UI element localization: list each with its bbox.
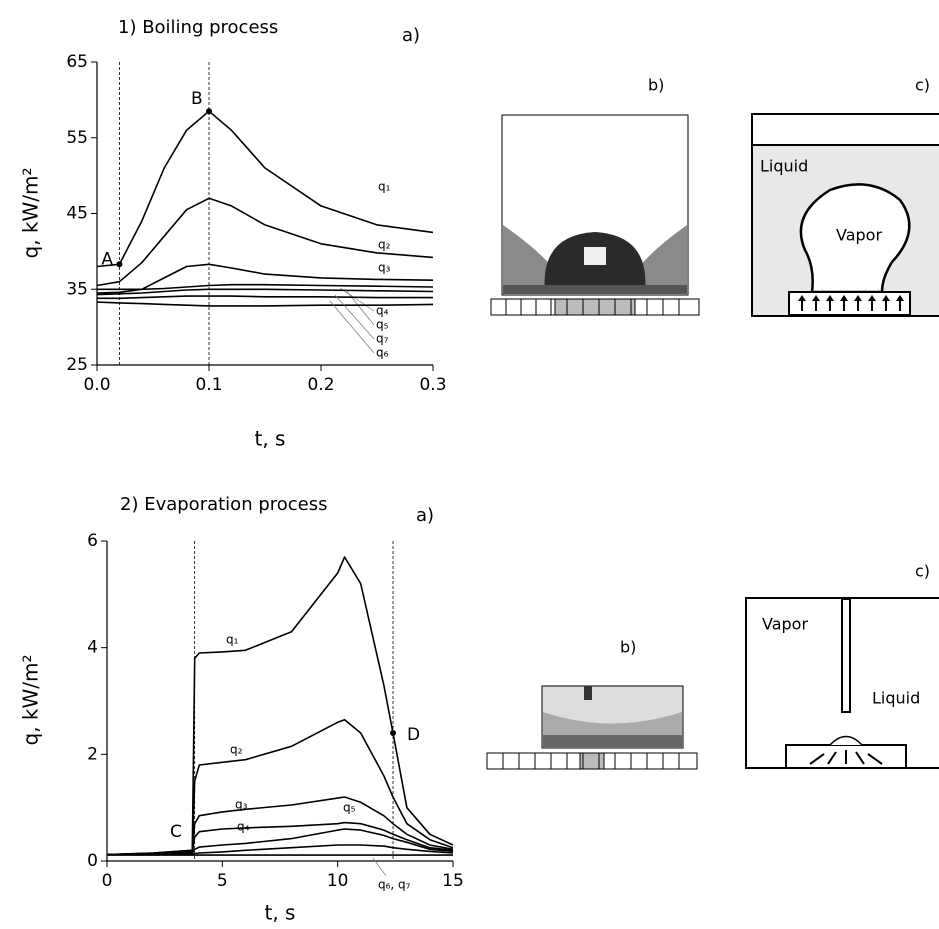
panel-label: b) (648, 76, 664, 95)
leader-line (329, 300, 375, 354)
panel-label: b) (620, 638, 636, 657)
series-label: q₁ (378, 180, 391, 194)
liquid-label: Liquid (872, 689, 920, 708)
series-line (106, 556, 454, 856)
y-tick-label: 65 (66, 52, 88, 72)
series-label: q₅ (376, 318, 389, 332)
series-label: q₂ (230, 743, 243, 757)
series-label: q₇ (376, 332, 389, 346)
annotation: C (170, 822, 182, 842)
panel-label: c) (915, 562, 930, 581)
series-label: q₅ (343, 801, 356, 815)
liquid-label: Liquid (760, 157, 808, 176)
x-tick-label: 0.2 (307, 375, 334, 395)
y-tick-label: 2 (87, 744, 98, 764)
series-line (96, 301, 434, 307)
x-tick-label: 15 (442, 871, 464, 891)
point-label: A (101, 249, 113, 269)
x-axis-label: t, s (255, 427, 286, 451)
series-line (97, 295, 433, 300)
series-label: q₂ (378, 238, 391, 252)
point-label: B (191, 89, 203, 109)
leader-line (334, 294, 375, 340)
x-tick-label: 0.0 (83, 375, 110, 395)
leader-line (339, 287, 375, 312)
chart-title: 2) Evaporation process (120, 494, 328, 515)
y-axis-label: q, kW/m² (19, 167, 43, 258)
y-axis-label: q, kW/m² (19, 654, 43, 745)
y-tick-label: 25 (66, 355, 88, 375)
y-tick-label: 55 (66, 128, 88, 148)
series-label: q₆ (376, 346, 389, 360)
y-tick-label: 4 (87, 638, 98, 658)
series-label: q₄ (237, 820, 250, 834)
boiling-heater-grid (490, 298, 700, 316)
evaporation-photo (541, 685, 684, 749)
series-line (96, 197, 434, 287)
evaporation-schematic (745, 597, 939, 769)
evaporation-heater-grid (486, 752, 698, 770)
annotation: q₆, q₇ (378, 878, 411, 892)
series-line (96, 288, 434, 296)
series-label: q₃ (378, 261, 391, 275)
x-tick-label: 10 (327, 871, 349, 891)
y-tick-label: 6 (87, 531, 98, 551)
series-line (96, 263, 434, 294)
series-line (106, 796, 454, 856)
boiling-schematic (751, 113, 939, 317)
y-tick-label: 0 (87, 851, 98, 871)
series-label: q₃ (235, 798, 248, 812)
series-label: q₄ (376, 304, 389, 318)
panel-label: c) (915, 76, 930, 95)
series-line (107, 844, 454, 856)
boiling-photo (501, 114, 689, 296)
series-line (106, 821, 454, 856)
vapor-label: Vapor (762, 615, 808, 634)
point (116, 261, 123, 268)
y-tick-label: 45 (66, 204, 88, 224)
leader-line (372, 857, 387, 877)
x-tick-label: 0 (102, 871, 113, 891)
series-line (106, 718, 454, 856)
point (206, 108, 212, 115)
y-tick-label: 35 (66, 279, 88, 299)
vapor-label: Vapor (836, 226, 882, 245)
x-axis-label: t, s (265, 901, 296, 925)
x-tick-label: 0.1 (195, 375, 222, 395)
panel-label: a) (402, 25, 420, 46)
series-line (97, 283, 434, 291)
point (390, 730, 397, 736)
x-tick-label: 0.3 (419, 375, 446, 395)
leader-line (344, 288, 375, 326)
chart-title: 1) Boiling process (118, 17, 278, 38)
panel-label: a) (416, 505, 434, 526)
series-line (106, 828, 454, 856)
series-label: q₁ (226, 633, 239, 647)
point-label: D (407, 725, 420, 745)
x-tick-label: 5 (217, 871, 228, 891)
